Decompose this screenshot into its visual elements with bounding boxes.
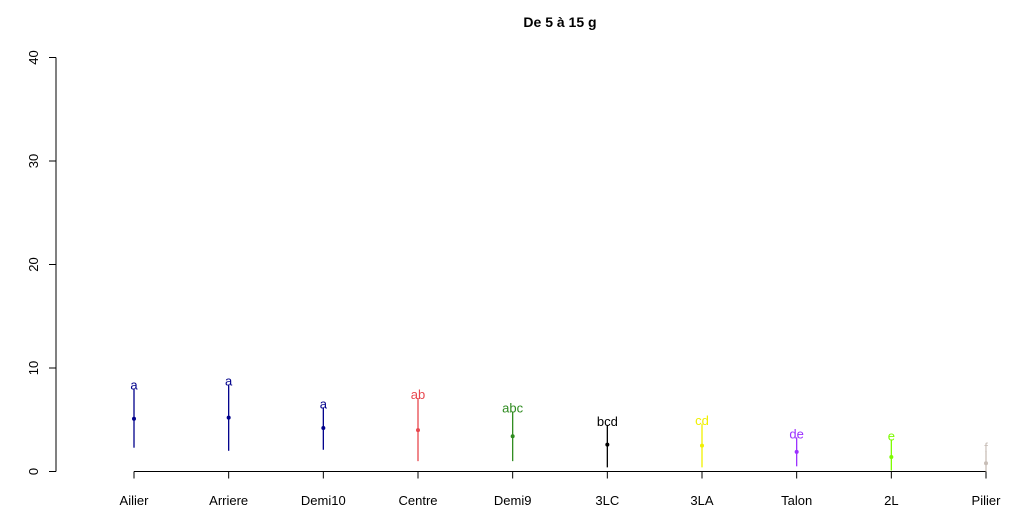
x-tick-label-arriere: Arriere (209, 493, 248, 508)
x-tick-label-talon: Talon (781, 493, 812, 508)
x-tick-label-ailier: Ailier (120, 493, 150, 508)
group-letter-centre: ab (411, 387, 425, 402)
y-tick-label: 30 (26, 154, 41, 168)
mean-point-demi9 (510, 434, 515, 439)
group-letter-pilier: f (984, 440, 988, 455)
chart-title: De 5 à 15 g (523, 14, 596, 30)
group-letter-2l: e (888, 428, 895, 443)
mean-point-talon (794, 449, 799, 454)
x-tick-label-3lc: 3LC (595, 493, 619, 508)
mean-point-3la (700, 443, 704, 448)
y-tick-label: 0 (26, 468, 41, 475)
group-letter-demi9: abc (502, 400, 523, 415)
x-tick-label-2l: 2L (884, 493, 898, 508)
group-letter-3lc: bcd (597, 414, 618, 429)
x-tick-label-3la: 3LA (690, 493, 713, 508)
group-letter-demi10: a (320, 396, 328, 411)
x-tick-label-pilier: Pilier (972, 493, 1002, 508)
mean-point-centre (416, 428, 420, 433)
group-letter-ailier: a (130, 378, 138, 393)
x-tick-label-demi10: Demi10 (301, 493, 346, 508)
mean-point-pilier (984, 461, 988, 466)
mean-point-2l (889, 455, 894, 460)
x-tick-label-demi9: Demi9 (494, 493, 532, 508)
group-letter-talon: de (789, 426, 803, 441)
mean-point-arriere (226, 415, 231, 420)
mean-point-demi10 (321, 426, 326, 431)
group-letter-arriere: a (225, 374, 233, 389)
mean-point-ailier (132, 416, 136, 421)
y-tick-label: 20 (26, 257, 41, 271)
group-letter-3la: cd (695, 413, 709, 428)
x-tick-label-centre: Centre (398, 493, 437, 508)
y-tick-label: 10 (26, 361, 41, 375)
mean-point-3lc (605, 442, 610, 447)
y-tick-label: 40 (26, 50, 41, 64)
